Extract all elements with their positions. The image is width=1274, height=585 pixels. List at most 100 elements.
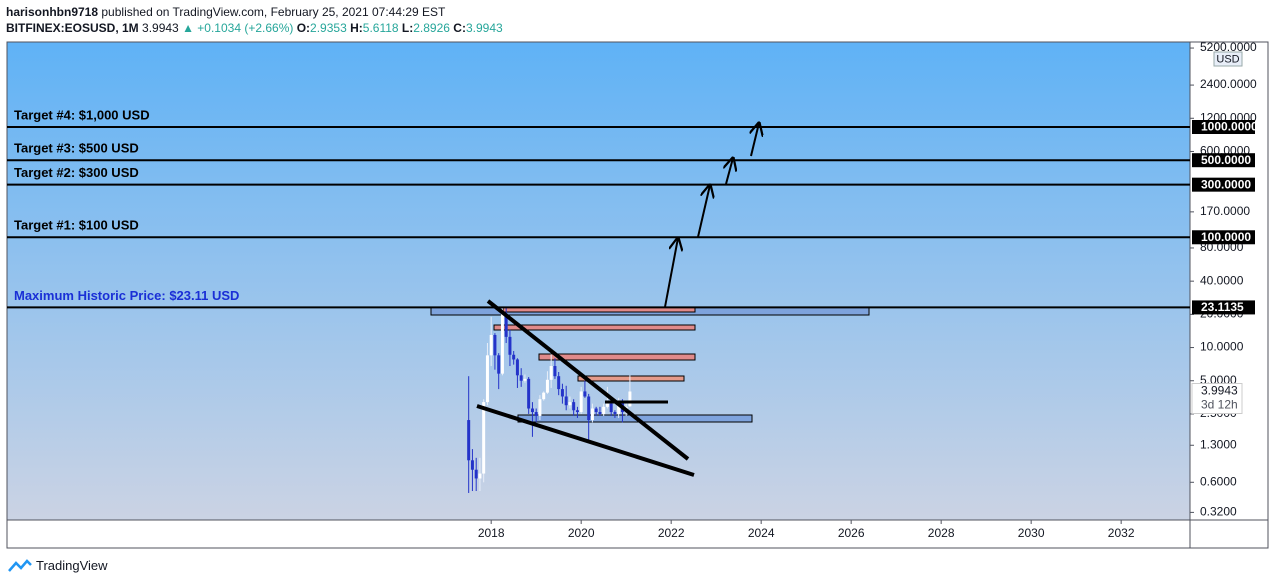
candle-body xyxy=(598,412,602,414)
y-tick-label: 0.3200 xyxy=(1200,505,1237,519)
candle-body xyxy=(587,396,591,421)
candle-body xyxy=(560,389,564,397)
low-value: 2.8926 xyxy=(413,21,450,35)
candle-body xyxy=(485,355,489,403)
price-box xyxy=(1192,153,1255,168)
candle-body xyxy=(590,408,594,421)
candle-body xyxy=(583,391,587,397)
drawings xyxy=(476,123,759,477)
candle-body xyxy=(534,412,538,416)
change: ▲ +0.1034 (+2.66%) xyxy=(182,21,294,35)
level-text: Target #2: $300 USD xyxy=(14,165,139,180)
candle-body xyxy=(474,469,478,479)
candle-body xyxy=(527,378,531,409)
c-label: C: xyxy=(453,21,466,35)
level-text: Maximum Historic Price: $23.11 USD xyxy=(14,288,239,303)
y-tick-label: 170.0000 xyxy=(1200,204,1250,218)
price-box xyxy=(1192,177,1255,192)
x-tick-label: 2024 xyxy=(748,526,775,540)
currency-box xyxy=(1213,51,1243,67)
price-label: 100.0000 xyxy=(1201,230,1251,244)
candle-body xyxy=(579,391,583,413)
high-value: 5.6118 xyxy=(362,21,399,35)
last-price-box xyxy=(1191,383,1243,415)
arrow xyxy=(726,158,733,185)
trend-line xyxy=(476,404,695,477)
close-value: 3.9943 xyxy=(465,21,503,35)
candle-body xyxy=(572,402,576,411)
levels: Target #4: $1,000 USD 1000.0000 Target #3:… xyxy=(7,107,1258,415)
arrow xyxy=(697,185,710,238)
candle-body xyxy=(564,396,568,406)
candle-body xyxy=(542,392,546,400)
candle-body xyxy=(504,314,508,337)
y-tick-label: 10.0000 xyxy=(1200,340,1244,354)
y-tick-label: 40.0000 xyxy=(1200,273,1244,287)
candle-body xyxy=(470,460,474,470)
open-value: 2.9353 xyxy=(310,21,347,35)
candle-body xyxy=(497,355,501,374)
candle-body xyxy=(575,410,579,413)
candle-body xyxy=(602,406,606,414)
x-tick-label: 2032 xyxy=(1108,526,1135,540)
candle-body xyxy=(613,412,617,414)
x-tick-label: 2028 xyxy=(928,526,955,540)
level-text: Target #4: $1,000 USD xyxy=(14,107,150,122)
price-label: 23.1135 xyxy=(1201,300,1244,314)
countdown: 3d 12h xyxy=(1201,398,1238,412)
price-box xyxy=(1192,230,1255,245)
price-label: 500.0000 xyxy=(1201,153,1251,167)
level-text: Target #1: $100 USD xyxy=(14,218,139,233)
candle-body xyxy=(553,366,557,377)
candle-body xyxy=(478,473,482,479)
last-price: 3.9943 xyxy=(142,21,179,35)
axes: 5200.00002400.00001200.0000600.0000170.0… xyxy=(478,40,1257,540)
candle-body xyxy=(628,391,632,407)
candles xyxy=(467,307,632,493)
logo xyxy=(8,558,32,572)
candle-body xyxy=(568,402,572,406)
h-label: H: xyxy=(350,21,363,35)
x-tick-label: 2022 xyxy=(658,526,685,540)
price-box xyxy=(1192,120,1255,135)
candle-body xyxy=(538,399,542,416)
candle-body xyxy=(500,314,504,374)
candle-body xyxy=(617,402,621,414)
arrow xyxy=(664,238,678,308)
candle-body xyxy=(523,378,527,381)
candle-body xyxy=(512,354,516,360)
zone xyxy=(493,324,696,331)
o-label: O: xyxy=(296,21,311,35)
published: published on TradingView.com, February 2… xyxy=(101,5,446,19)
header: harisonhbn9718 published on TradingView.… xyxy=(6,4,503,36)
candle-body xyxy=(609,403,613,413)
y-tick-label: 1.3000 xyxy=(1200,437,1237,451)
y-tick-label: 2400.0000 xyxy=(1200,77,1257,91)
price-label: 1000.0000 xyxy=(1201,120,1258,134)
arrow xyxy=(751,123,759,157)
candle-body xyxy=(545,379,549,393)
l-label: L: xyxy=(401,21,414,35)
brand: TradingView xyxy=(36,558,108,573)
currency: USD xyxy=(1216,53,1239,65)
plot-area xyxy=(7,42,1190,520)
trend-line xyxy=(486,299,690,461)
price-box xyxy=(1192,300,1255,315)
candle-body xyxy=(549,366,553,380)
last-price: 3.9943 xyxy=(1201,384,1238,398)
candle-body xyxy=(605,403,609,407)
candle-body xyxy=(482,402,486,474)
x-tick-label: 2018 xyxy=(478,526,505,540)
footer: TradingView xyxy=(8,558,108,573)
zone xyxy=(577,375,685,382)
candle-body xyxy=(515,359,519,376)
publisher: harisonhbn9718 xyxy=(6,5,99,19)
y-tick-label: 5200.0000 xyxy=(1200,40,1257,54)
x-tick-label: 2030 xyxy=(1018,526,1045,540)
y-tick-label: 0.6000 xyxy=(1200,474,1237,488)
x-tick-label: 2020 xyxy=(568,526,595,540)
zone xyxy=(538,353,696,361)
price-label: 300.0000 xyxy=(1201,177,1251,191)
